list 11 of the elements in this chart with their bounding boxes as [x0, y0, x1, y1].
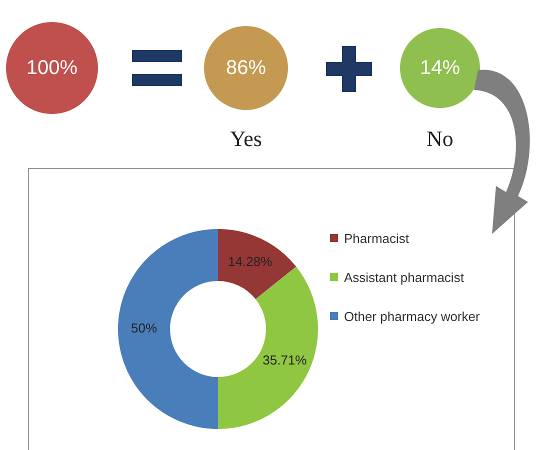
data-label: 50% [130, 320, 158, 336]
data-label: 100% [6, 22, 98, 114]
data-label: 14.28% [228, 254, 273, 269]
legend-label: Other pharmacy worker [343, 308, 480, 325]
legend-label: Assistant pharmacist [343, 269, 465, 286]
legend-label: Pharmacist [343, 230, 410, 247]
data-label: 35.71% [262, 352, 308, 368]
category-label: Yes [228, 126, 263, 152]
category-label: No [426, 126, 454, 152]
data-label: 86% [204, 26, 288, 110]
data-label: 14% [400, 28, 480, 108]
